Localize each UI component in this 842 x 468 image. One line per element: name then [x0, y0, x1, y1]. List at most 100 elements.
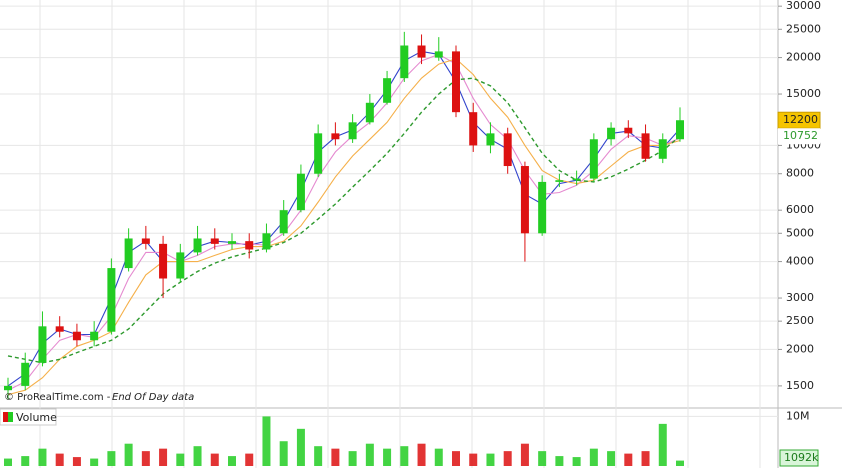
- candle-body: [452, 51, 460, 113]
- volume-bar: [607, 451, 616, 466]
- y-tick-label: 1500: [786, 379, 814, 392]
- volume-bar: [90, 458, 99, 466]
- candle-body: [279, 210, 288, 234]
- volume-bar: [141, 451, 150, 466]
- lines-layer: [7, 50, 681, 396]
- volume-legend-icon-down: [3, 412, 8, 422]
- volume-bar: [365, 443, 374, 466]
- candle-body: [72, 331, 81, 341]
- volume-bar: [228, 456, 236, 466]
- candle-body: [38, 326, 47, 363]
- volume-bar: [4, 458, 12, 466]
- volume-bar: [520, 443, 529, 466]
- candle-body: [400, 45, 409, 79]
- candle-body: [55, 326, 64, 332]
- candle-body: [176, 252, 185, 279]
- candle-body: [520, 166, 529, 234]
- volume-value-label: 1092k: [784, 451, 819, 464]
- candle-body: [141, 238, 150, 244]
- candle-body: [348, 122, 357, 140]
- volume-bar: [262, 416, 271, 466]
- volume-bar: [503, 451, 512, 466]
- volume-bar: [400, 446, 409, 466]
- candle-body: [641, 133, 650, 159]
- volume-bar: [572, 457, 581, 466]
- volume-legend-icon-up: [8, 412, 13, 422]
- volume-bar: [159, 448, 168, 466]
- volume-bar: [555, 456, 564, 466]
- y-tick-label: 2500: [786, 314, 814, 327]
- volume-bar: [676, 460, 684, 466]
- y-tick-label: 3000: [786, 291, 814, 304]
- candle-body: [624, 127, 633, 134]
- volume-bar: [279, 441, 288, 466]
- candle-body: [331, 133, 340, 140]
- volume-bar: [193, 446, 202, 466]
- candles-layer: [4, 31, 684, 400]
- candle-body: [607, 127, 616, 140]
- candle-body: [555, 180, 564, 182]
- volume-bar: [434, 448, 443, 466]
- volume-bar: [21, 456, 30, 466]
- volume-bar: [331, 448, 340, 466]
- volume-bar: [589, 448, 598, 466]
- volume-bar: [469, 453, 478, 466]
- candle-body: [314, 133, 323, 174]
- volume-bar: [486, 453, 495, 466]
- moving-average-line: [7, 58, 681, 396]
- moving-average-line: [7, 77, 681, 364]
- volume-bar: [210, 453, 219, 466]
- y-tick-label: 30000: [786, 0, 821, 12]
- candle-body: [676, 120, 684, 140]
- candle-body: [469, 112, 478, 146]
- candle-body: [107, 268, 116, 332]
- candle-body: [210, 238, 219, 244]
- y-tick-label: 25000: [786, 22, 821, 35]
- volume-bar: [72, 457, 81, 466]
- candle-body: [572, 178, 581, 181]
- y-tick-label: 20000: [786, 51, 821, 64]
- volume-bar: [124, 443, 133, 466]
- candle-body: [503, 133, 512, 167]
- candle-body: [417, 45, 426, 58]
- candle-body: [228, 241, 236, 244]
- candle-body: [90, 331, 99, 341]
- labels-layer: 1500200025003000400050006000800010000150…: [777, 0, 821, 467]
- candle-body: [658, 139, 667, 159]
- candle-body: [365, 102, 374, 123]
- volume-bar: [452, 451, 460, 466]
- y-tick-label: 8000: [786, 167, 814, 180]
- volume-bar: [538, 451, 547, 466]
- vol-layer: [4, 416, 684, 466]
- candle-body: [434, 51, 443, 58]
- watermark-site: © ProRealTime.com -: [4, 392, 111, 403]
- candle-body: [262, 233, 271, 250]
- volume-bar: [107, 451, 116, 466]
- volume-bar: [314, 446, 323, 466]
- candle-body: [245, 241, 254, 250]
- candle-body: [296, 173, 305, 211]
- grid-layer: [0, 0, 782, 468]
- candle-body: [4, 385, 12, 391]
- moving-average-tag: [778, 128, 820, 145]
- volume-legend-box: [0, 408, 57, 426]
- watermark-note: End Of Day data: [112, 392, 194, 403]
- y-tick-label: 4000: [786, 255, 814, 268]
- volume-bar: [624, 453, 633, 466]
- candle-body: [21, 362, 30, 386]
- volume-bar: [658, 423, 667, 466]
- volume-bar: [38, 448, 47, 466]
- y-tick-label: 10M: [786, 409, 810, 422]
- candle-body: [124, 238, 133, 269]
- candle-body: [538, 181, 547, 234]
- candle-body: [589, 139, 598, 179]
- last-price-label: 12200: [783, 113, 818, 126]
- volume-bar: [641, 451, 650, 466]
- volume-tag: [779, 449, 819, 467]
- volume-bar: [176, 453, 185, 466]
- candle-body: [193, 238, 202, 253]
- candle-body: [383, 78, 392, 103]
- moving-average-line: [7, 53, 681, 391]
- candle-body: [486, 133, 495, 146]
